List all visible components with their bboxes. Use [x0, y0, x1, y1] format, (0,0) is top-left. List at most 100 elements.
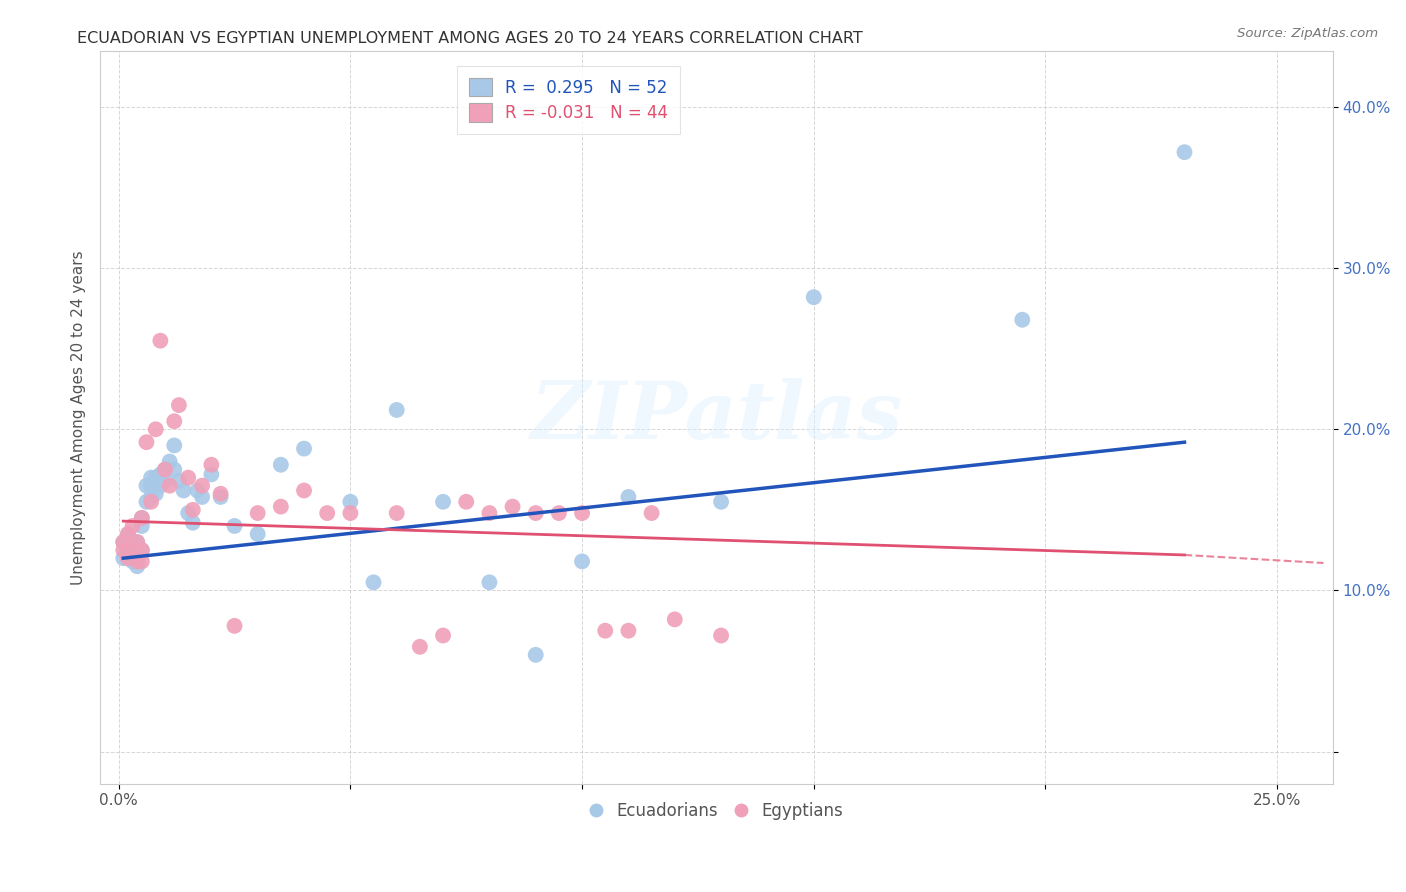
Point [159, 454, 181, 468]
Point [1173, 145, 1195, 160]
Point [432, 495, 454, 509]
Point [710, 628, 733, 642]
Point [270, 500, 292, 514]
Point [385, 506, 408, 520]
Point [339, 495, 361, 509]
Point [181, 516, 204, 530]
Point [292, 442, 315, 456]
Point [571, 554, 593, 568]
Point [127, 535, 149, 549]
Point [117, 551, 139, 566]
Point [167, 474, 190, 488]
Point [502, 500, 524, 514]
Point [432, 628, 454, 642]
Point [117, 527, 139, 541]
Point [224, 519, 246, 533]
Point [117, 543, 139, 558]
Point [131, 543, 153, 558]
Point [173, 483, 195, 498]
Point [593, 624, 616, 638]
Point [149, 478, 172, 492]
Point [186, 483, 208, 498]
Legend: Ecuadorians, Egyptians: Ecuadorians, Egyptians [583, 796, 849, 827]
Point [127, 551, 149, 566]
Point [209, 490, 232, 504]
Point [270, 458, 292, 472]
Point [163, 438, 186, 452]
Point [363, 575, 385, 590]
Point [163, 414, 186, 428]
Point [153, 474, 176, 488]
Text: Source: ZipAtlas.com: Source: ZipAtlas.com [1237, 27, 1378, 40]
Point [121, 543, 143, 558]
Point [163, 462, 186, 476]
Point [131, 511, 153, 525]
Point [246, 527, 269, 541]
Point [131, 543, 153, 558]
Point [127, 554, 149, 568]
Point [640, 506, 662, 520]
Point [135, 495, 157, 509]
Point [149, 334, 172, 348]
Point [1011, 312, 1033, 326]
Point [139, 490, 162, 504]
Point [145, 487, 167, 501]
Point [571, 506, 593, 520]
Point [181, 503, 204, 517]
Point [524, 648, 547, 662]
Point [167, 398, 190, 412]
Point [117, 527, 139, 541]
Point [127, 559, 149, 574]
Point [385, 403, 408, 417]
Point [339, 506, 361, 520]
Point [292, 483, 315, 498]
Point [131, 511, 153, 525]
Point [112, 551, 135, 566]
Point [121, 535, 143, 549]
Point [135, 435, 157, 450]
Point [456, 495, 478, 509]
Point [121, 554, 143, 568]
Point [409, 640, 432, 654]
Point [177, 506, 200, 520]
Point [131, 519, 153, 533]
Point [710, 495, 733, 509]
Point [803, 290, 825, 304]
Point [209, 487, 232, 501]
Text: ZIPatlas: ZIPatlas [530, 378, 903, 456]
Point [478, 506, 501, 520]
Point [145, 470, 167, 484]
Point [200, 467, 222, 482]
Point [316, 506, 339, 520]
Point [117, 551, 139, 566]
Point [112, 535, 135, 549]
Point [139, 478, 162, 492]
Point [617, 490, 640, 504]
Point [121, 543, 143, 558]
Point [121, 519, 143, 533]
Point [191, 478, 214, 492]
Point [664, 612, 686, 626]
Point [224, 619, 246, 633]
Point [200, 458, 222, 472]
Point [617, 624, 640, 638]
Point [112, 543, 135, 558]
Point [112, 535, 135, 549]
Point [135, 478, 157, 492]
Point [478, 575, 501, 590]
Point [145, 422, 167, 436]
Point [153, 462, 176, 476]
Text: ECUADORIAN VS EGYPTIAN UNEMPLOYMENT AMONG AGES 20 TO 24 YEARS CORRELATION CHART: ECUADORIAN VS EGYPTIAN UNEMPLOYMENT AMON… [77, 31, 863, 46]
Point [548, 506, 571, 520]
Point [139, 470, 162, 484]
Point [139, 495, 162, 509]
Point [149, 467, 172, 482]
Point [191, 490, 214, 504]
Y-axis label: Unemployment Among Ages 20 to 24 years: Unemployment Among Ages 20 to 24 years [72, 250, 86, 584]
Point [159, 478, 181, 492]
Point [131, 554, 153, 568]
Point [177, 470, 200, 484]
Point [153, 462, 176, 476]
Point [524, 506, 547, 520]
Point [127, 535, 149, 549]
